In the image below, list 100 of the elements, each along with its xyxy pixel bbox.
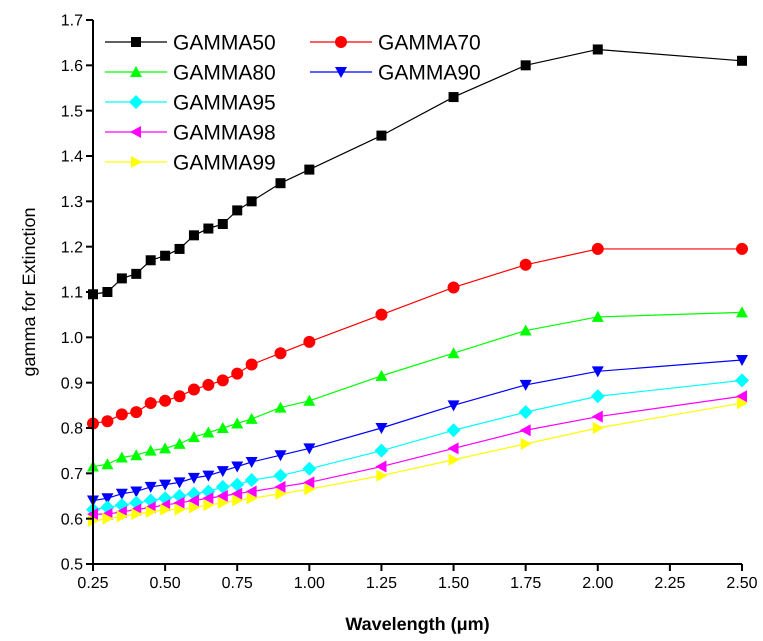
point <box>174 438 186 449</box>
y-tick-label: 0.7 <box>60 466 84 483</box>
point <box>520 258 532 271</box>
x-tick-label: 1.75 <box>510 575 542 592</box>
point <box>174 496 185 509</box>
y-tick-label: 1.1 <box>60 284 84 302</box>
point <box>448 92 459 102</box>
legend-label: GAMMA80 <box>173 61 276 84</box>
point <box>188 230 199 240</box>
point <box>737 56 747 66</box>
legend-label: GAMMA70 <box>378 31 481 54</box>
point <box>376 470 388 482</box>
point <box>188 494 199 507</box>
point <box>216 466 229 478</box>
point <box>130 449 142 460</box>
point <box>592 410 603 423</box>
point <box>518 405 533 420</box>
point <box>246 358 258 371</box>
point <box>592 242 604 255</box>
point <box>174 504 186 516</box>
point <box>159 480 172 491</box>
point <box>304 483 316 496</box>
point <box>116 510 128 522</box>
point <box>303 476 314 488</box>
point <box>203 224 214 234</box>
point <box>231 462 244 473</box>
point <box>448 442 459 454</box>
y-axis-title: gamma for Extinction <box>19 207 39 377</box>
point <box>144 444 157 456</box>
point <box>188 383 200 396</box>
point <box>448 400 460 412</box>
point <box>159 442 172 454</box>
point <box>144 482 157 493</box>
point <box>375 423 388 434</box>
point <box>231 488 242 500</box>
y-tick-label: 0.5 <box>60 556 84 574</box>
point <box>216 422 229 433</box>
y-tick-label: 1.5 <box>60 103 84 120</box>
point <box>274 450 286 462</box>
point <box>303 336 316 348</box>
point <box>144 397 157 410</box>
point <box>375 308 388 321</box>
point <box>520 438 532 450</box>
point <box>274 402 286 413</box>
point <box>736 355 748 366</box>
point <box>216 480 230 494</box>
point <box>375 460 386 473</box>
point <box>246 412 258 424</box>
point <box>216 374 229 386</box>
point <box>116 273 127 284</box>
point <box>735 373 749 388</box>
point <box>131 268 142 279</box>
point <box>376 130 386 141</box>
point <box>130 406 142 418</box>
point <box>232 205 242 216</box>
y-tick-label: 1.3 <box>60 194 84 211</box>
legend-label: GAMMA90 <box>378 61 481 84</box>
point <box>174 244 185 254</box>
point <box>202 470 214 482</box>
point <box>273 468 288 483</box>
point <box>232 494 244 507</box>
point <box>246 492 258 504</box>
x-tick-label: 0.25 <box>77 575 109 592</box>
point <box>448 281 460 294</box>
point <box>448 347 460 358</box>
point <box>592 310 604 322</box>
point <box>216 490 228 502</box>
point <box>188 431 200 442</box>
point <box>202 378 214 391</box>
point <box>131 508 142 520</box>
point <box>146 506 157 518</box>
point <box>174 477 186 488</box>
point <box>375 370 388 381</box>
point <box>448 454 460 466</box>
point <box>244 473 259 488</box>
point <box>159 394 172 407</box>
point <box>130 486 142 498</box>
point <box>304 164 314 175</box>
point <box>188 472 200 484</box>
point <box>174 390 186 402</box>
point <box>116 488 128 500</box>
point <box>116 451 128 462</box>
point <box>202 492 214 504</box>
x-tick-label: 2.25 <box>654 575 686 592</box>
point <box>275 178 286 188</box>
legend-label: GAMMA98 <box>173 121 276 144</box>
point <box>203 499 214 512</box>
x-tick-label: 2.00 <box>582 575 614 592</box>
point <box>737 397 748 410</box>
x-tick-label: 0.50 <box>150 575 181 592</box>
point <box>446 423 461 438</box>
y-tick-label: 1.0 <box>60 330 84 347</box>
point <box>101 415 114 428</box>
point <box>246 485 257 498</box>
point <box>160 250 170 261</box>
point <box>520 60 531 70</box>
point <box>246 196 257 206</box>
y-tick-label: 0.8 <box>60 420 84 438</box>
x-tick-label: 1.25 <box>366 575 398 592</box>
point <box>274 347 286 360</box>
